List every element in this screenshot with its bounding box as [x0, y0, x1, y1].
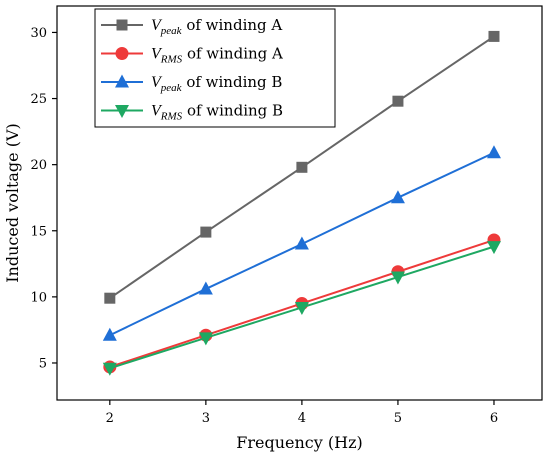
y-tick-label: 10	[30, 290, 47, 305]
legend-label: Vpeak of winding A	[151, 16, 282, 37]
x-axis-title: Frequency (Hz)	[236, 433, 363, 452]
data-point	[294, 301, 309, 315]
legend-box	[94, 8, 336, 128]
series-1	[104, 30, 500, 304]
y-tick-label: 20	[30, 158, 47, 173]
data-point	[296, 161, 308, 173]
data-point	[486, 145, 501, 159]
data-point	[390, 190, 405, 204]
legend-item: Vpeak of winding B	[101, 73, 282, 94]
data-point	[198, 281, 213, 295]
series-4	[102, 241, 501, 376]
data-point	[102, 327, 117, 341]
data-point	[294, 236, 309, 250]
y-axis-title: Induced voltage (V)	[3, 123, 22, 283]
data-point	[392, 95, 404, 107]
x-tick-label: 4	[298, 411, 306, 426]
series-layer	[102, 30, 501, 376]
legend-label: VRMS of winding A	[151, 45, 283, 66]
x-tick-label: 2	[106, 411, 114, 426]
data-point	[104, 292, 116, 304]
data-point	[102, 362, 117, 376]
x-tick-label: 6	[490, 411, 498, 426]
legend-item: Vpeak of winding A	[101, 16, 282, 37]
legend: Vpeak of winding A VRMS of winding A Vpeak…	[94, 8, 336, 128]
plot-frame	[56, 5, 543, 401]
legend-marker	[115, 47, 129, 60]
y-tick-label: 25	[30, 92, 47, 107]
legend-label: VRMS of winding B	[151, 102, 283, 123]
x-tick-label: 3	[202, 411, 210, 426]
legend-marker	[115, 74, 129, 88]
y-tick-label: 5	[39, 356, 47, 371]
data-point	[488, 30, 500, 42]
legend-marker	[115, 105, 129, 118]
legend-marker	[116, 19, 128, 31]
legend-item: VRMS of winding B	[101, 102, 283, 123]
y-tick-label: 30	[30, 26, 47, 41]
data-point	[200, 226, 212, 238]
x-tick-label: 5	[394, 411, 402, 426]
legend-label: Vpeak of winding B	[151, 73, 282, 94]
data-point	[486, 241, 501, 255]
axis-layer: 2 3 4 5 6 5 10 15 20 25 30	[30, 26, 498, 426]
series-3	[102, 145, 501, 341]
data-point	[390, 271, 405, 285]
data-point	[198, 332, 213, 346]
y-tick-label: 15	[30, 224, 47, 239]
legend-item: VRMS of winding A	[101, 45, 283, 66]
